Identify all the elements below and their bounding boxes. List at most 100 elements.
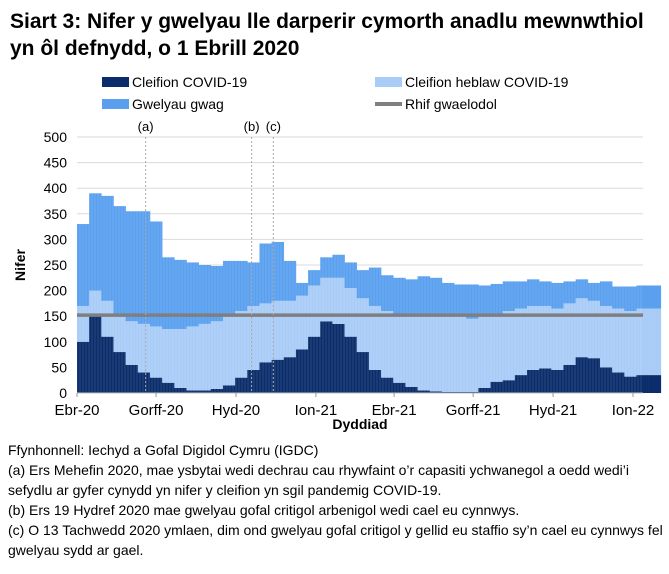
bar-segment-non-covid bbox=[478, 316, 491, 388]
bar-segment-covid bbox=[113, 352, 126, 393]
bar-segment-covid bbox=[149, 377, 163, 393]
bar-segment-empty bbox=[247, 262, 260, 306]
x-tick-label: Hyd-20 bbox=[212, 402, 260, 419]
y-tick-label: 300 bbox=[44, 231, 68, 247]
bar-segment-empty bbox=[490, 283, 503, 314]
bar-segment-covid bbox=[490, 381, 503, 393]
bar-segment-covid bbox=[271, 359, 285, 393]
bar-segment-non-covid bbox=[344, 288, 358, 337]
bar-segment-non-covid bbox=[89, 290, 102, 317]
bar-segment-empty bbox=[478, 285, 491, 317]
bar-segment-empty bbox=[174, 259, 187, 329]
bar-segment-non-covid bbox=[198, 323, 212, 391]
bar-segment-non-covid bbox=[368, 305, 382, 370]
legend-item-empty: Gwelyau gwag bbox=[102, 96, 224, 112]
bar-segment-covid bbox=[599, 367, 613, 393]
bar-segment-empty bbox=[77, 224, 90, 306]
bar-segment-non-covid bbox=[441, 316, 455, 392]
legend-swatch bbox=[375, 77, 402, 87]
bar-segment-covid bbox=[587, 358, 601, 393]
bar-segment-empty bbox=[259, 243, 272, 304]
y-tick-label: 50 bbox=[51, 359, 67, 375]
bar-segment-non-covid bbox=[247, 305, 260, 370]
bar-segment-covid bbox=[612, 372, 625, 393]
y-tick-label: 100 bbox=[44, 334, 68, 350]
bar-segment-non-covid bbox=[308, 285, 321, 337]
bar-segment-empty bbox=[186, 262, 199, 327]
bar-segment-non-covid bbox=[259, 303, 272, 363]
bar-segment-non-covid bbox=[624, 311, 637, 377]
annotation-label: (c) bbox=[266, 119, 281, 134]
bar-segment-covid bbox=[125, 364, 139, 393]
bar-segment-covid bbox=[527, 369, 540, 393]
legend-swatch bbox=[102, 99, 129, 109]
bar-segment-covid bbox=[405, 386, 418, 393]
bar-segment-covid bbox=[137, 372, 151, 393]
bar-segment-empty bbox=[113, 206, 126, 317]
bar-segment-empty bbox=[405, 279, 418, 317]
bar-segment-covid bbox=[381, 377, 394, 393]
bar-segment-covid bbox=[454, 391, 467, 393]
bar-segment-empty bbox=[368, 267, 382, 306]
bar-segment-non-covid bbox=[502, 311, 516, 381]
bar-segment-empty bbox=[381, 275, 394, 312]
bar-segment-non-covid bbox=[429, 316, 443, 392]
x-tick-label: Ion-22 bbox=[612, 402, 655, 419]
bar-segment-covid bbox=[259, 362, 272, 393]
bar-segment-non-covid bbox=[174, 329, 187, 388]
legend-label: Cleifion COVID-19 bbox=[132, 74, 248, 90]
bar-segment-non-covid bbox=[575, 298, 589, 358]
bar-segment-non-covid bbox=[466, 318, 479, 392]
bar-segment-non-covid bbox=[210, 321, 224, 389]
bar-segment-covid bbox=[235, 377, 248, 393]
bar-segment-empty bbox=[648, 285, 662, 309]
bar-segment-covid bbox=[77, 341, 90, 393]
bar-segment-covid bbox=[441, 391, 455, 393]
bar-segment-non-covid bbox=[149, 326, 163, 378]
bar-segment-covid bbox=[198, 390, 212, 393]
bar-segment-empty bbox=[137, 211, 151, 324]
bar-segment-non-covid bbox=[405, 316, 418, 387]
bar-segment-covid bbox=[344, 336, 358, 393]
bar-segment-non-covid bbox=[636, 308, 649, 376]
y-tick-label: 150 bbox=[44, 308, 68, 324]
note-c: (c) O 13 Tachwedd 2020 ymlaen, dim ond g… bbox=[8, 522, 663, 558]
bar-segment-empty bbox=[466, 284, 479, 319]
bar-segment-empty bbox=[198, 265, 212, 324]
bar-segment-empty bbox=[502, 281, 516, 312]
y-tick-label: 500 bbox=[44, 129, 68, 145]
y-tick-label: 450 bbox=[44, 155, 68, 171]
bar-segment-non-covid bbox=[125, 321, 139, 365]
bar-segment-empty bbox=[344, 262, 358, 289]
bar-segment-non-covid bbox=[393, 313, 406, 383]
bar-segment-empty bbox=[599, 281, 613, 306]
bar-segment-covid bbox=[466, 391, 479, 393]
legend-item-non-covid: Cleifion heblaw COVID-19 bbox=[375, 74, 568, 90]
legend-label: Gwelyau gwag bbox=[132, 96, 224, 112]
y-tick-label: 350 bbox=[44, 206, 68, 222]
bar-segment-non-covid bbox=[454, 316, 467, 392]
bar-segment-covid bbox=[320, 321, 333, 393]
bar-segment-empty bbox=[210, 266, 224, 322]
bar-segment-non-covid bbox=[235, 311, 248, 378]
note-a: (a) Ers Mehefin 2020, mae ysbytai wedi d… bbox=[8, 462, 629, 498]
bar-segment-non-covid bbox=[527, 305, 540, 370]
bar-segment-empty bbox=[417, 276, 431, 317]
bar-segment-empty bbox=[125, 211, 139, 322]
x-tick-label: Ion-21 bbox=[295, 402, 338, 419]
bar-segment-covid bbox=[648, 375, 662, 393]
bar-segment-non-covid bbox=[490, 313, 503, 382]
bar-segment-covid bbox=[210, 388, 224, 393]
bar-segment-covid bbox=[222, 385, 236, 393]
bar-segment-non-covid bbox=[320, 277, 333, 322]
y-tick-label: 250 bbox=[44, 257, 68, 273]
bar-segment-covid bbox=[417, 390, 431, 393]
bar-segment-empty bbox=[393, 277, 406, 314]
bar-segment-covid bbox=[429, 391, 443, 393]
bar-segment-empty bbox=[454, 284, 467, 317]
annotation-label: (b) bbox=[244, 119, 260, 134]
x-tick-label: Gorff-20 bbox=[129, 402, 184, 419]
y-tick-label: 200 bbox=[44, 283, 68, 299]
